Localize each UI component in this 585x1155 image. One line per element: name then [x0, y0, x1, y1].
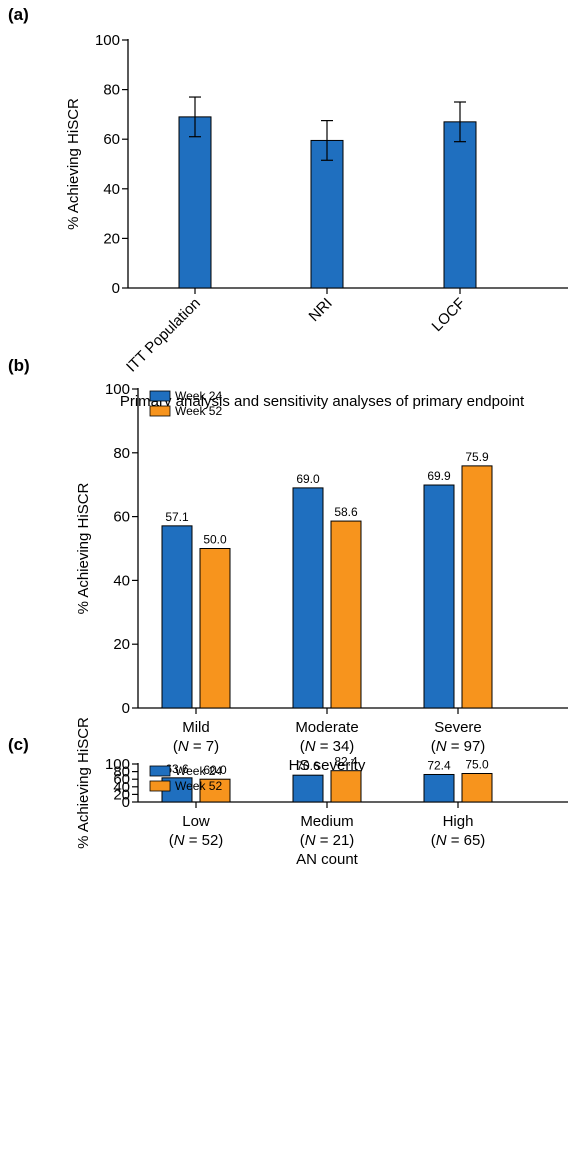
legend-label: Week 24: [175, 389, 222, 403]
y-tick-label: 0: [122, 794, 130, 811]
legend-label: Week 52: [175, 404, 222, 418]
data-label: 75.0: [465, 758, 489, 772]
legend-label: Week 52: [175, 779, 222, 793]
bar: [178, 116, 212, 289]
y-tick-label: 100: [105, 381, 130, 398]
legend-label: Week 24: [175, 764, 222, 778]
bar: [461, 465, 493, 709]
n-prefix: (: [173, 738, 178, 755]
bar: [461, 773, 493, 803]
legend-swatch: [149, 405, 171, 417]
legend-swatch: [149, 765, 171, 777]
n-suffix: = 7): [189, 738, 219, 755]
y-tick-label: 40: [103, 181, 120, 198]
x-tick-n-label: (N = 52): [169, 832, 224, 849]
data-label: 72.4: [427, 758, 451, 772]
n-symbol: N: [178, 738, 189, 755]
n-suffix: = 34): [316, 738, 355, 755]
x-tick-n-label: (N = 7): [173, 738, 219, 755]
n-prefix: (: [300, 738, 305, 755]
n-prefix: (: [300, 832, 305, 849]
y-tick-label: 60: [103, 131, 120, 148]
n-suffix: = 52): [185, 832, 224, 849]
x-tick-label: Low: [182, 813, 210, 830]
n-suffix: = 21): [316, 832, 355, 849]
y-tick-label: 60: [113, 771, 130, 788]
legend-swatch: [149, 390, 171, 402]
y-tick-label: 0: [122, 700, 130, 717]
panel-letter: (c): [8, 735, 29, 754]
bar: [423, 484, 455, 709]
y-tick-label: 60: [113, 509, 130, 526]
y-tick-label: 20: [103, 230, 120, 247]
data-label: 75.9: [465, 450, 489, 464]
y-tick-label: 100: [95, 32, 120, 49]
y-axis-title: % Achieving HiSCR: [75, 717, 92, 849]
bar: [199, 778, 231, 803]
data-label: 82.4: [334, 755, 358, 769]
n-symbol: N: [436, 738, 447, 755]
data-label: 63.6: [165, 762, 189, 776]
y-tick-label: 80: [113, 445, 130, 462]
data-label: 60.0: [203, 763, 227, 777]
n-symbol: N: [305, 738, 316, 755]
x-tick-label: High: [443, 813, 474, 830]
n-prefix: (: [169, 832, 174, 849]
y-axis-title: % Achieving HiSCR: [65, 98, 82, 230]
data-label: 69.9: [427, 469, 451, 483]
bar: [423, 773, 455, 803]
bar: [330, 520, 362, 709]
bar: [292, 774, 324, 803]
bar: [310, 139, 344, 289]
y-tick-label: 20: [113, 636, 130, 653]
data-label: 58.6: [334, 505, 358, 519]
y-axis-title: % Achieving HiSCR: [75, 482, 92, 614]
n-symbol: N: [436, 832, 447, 849]
x-tick-label: Moderate: [295, 719, 358, 736]
y-tick-label: 20: [113, 786, 130, 803]
y-tick-label: 40: [113, 572, 130, 589]
n-symbol: N: [305, 832, 316, 849]
n-symbol: N: [174, 832, 185, 849]
n-suffix: = 97): [447, 738, 486, 755]
x-tick-n-label: (N = 21): [300, 832, 355, 849]
x-tick-label: Mild: [182, 719, 210, 736]
y-tick-label: 0: [112, 280, 120, 297]
x-axis-title: AN count: [296, 851, 359, 868]
y-tick-label: 40: [113, 779, 130, 796]
x-axis-title: HS severity: [289, 757, 366, 774]
x-tick-n-label: (N = 97): [431, 738, 486, 755]
y-tick-label: 100: [105, 756, 130, 773]
x-tick-n-label: (N = 34): [300, 738, 355, 755]
y-tick-label: 80: [103, 82, 120, 99]
n-prefix: (: [431, 832, 436, 849]
panel-letter: (b): [8, 356, 30, 375]
data-label: 57.1: [165, 510, 189, 524]
n-prefix: (: [431, 738, 436, 755]
bar: [443, 121, 477, 289]
panel-letter: (a): [8, 5, 29, 24]
x-tick-n-label: (N = 65): [431, 832, 486, 849]
bar: [292, 487, 324, 709]
chart-panel-b: (b) 0 20 40 60 80 100 % Achieving HiSCR 57.1 69.0…: [8, 356, 568, 774]
x-axis-title: Primary analysis and sensitivity analyse…: [120, 393, 525, 410]
x-tick-label: ITT Population: [123, 295, 204, 376]
x-tick-label: Medium: [300, 813, 353, 830]
y-tick-label: 80: [113, 764, 130, 781]
data-label: 69.0: [296, 472, 320, 486]
x-tick-label: LOCF: [429, 295, 469, 335]
data-label: 50.0: [203, 533, 227, 547]
n-suffix: = 65): [447, 832, 486, 849]
bar: [199, 548, 231, 709]
x-tick-label: NRI: [306, 295, 336, 325]
data-label: 70.6: [296, 759, 320, 773]
chart-panel-a: (a) 0 20 40 60 80 100 % Achieving HiSCR ITT Popu…: [8, 5, 568, 410]
legend-swatch: [149, 780, 171, 792]
x-tick-label: Severe: [434, 719, 482, 736]
bar: [330, 770, 362, 803]
bar: [161, 525, 193, 709]
